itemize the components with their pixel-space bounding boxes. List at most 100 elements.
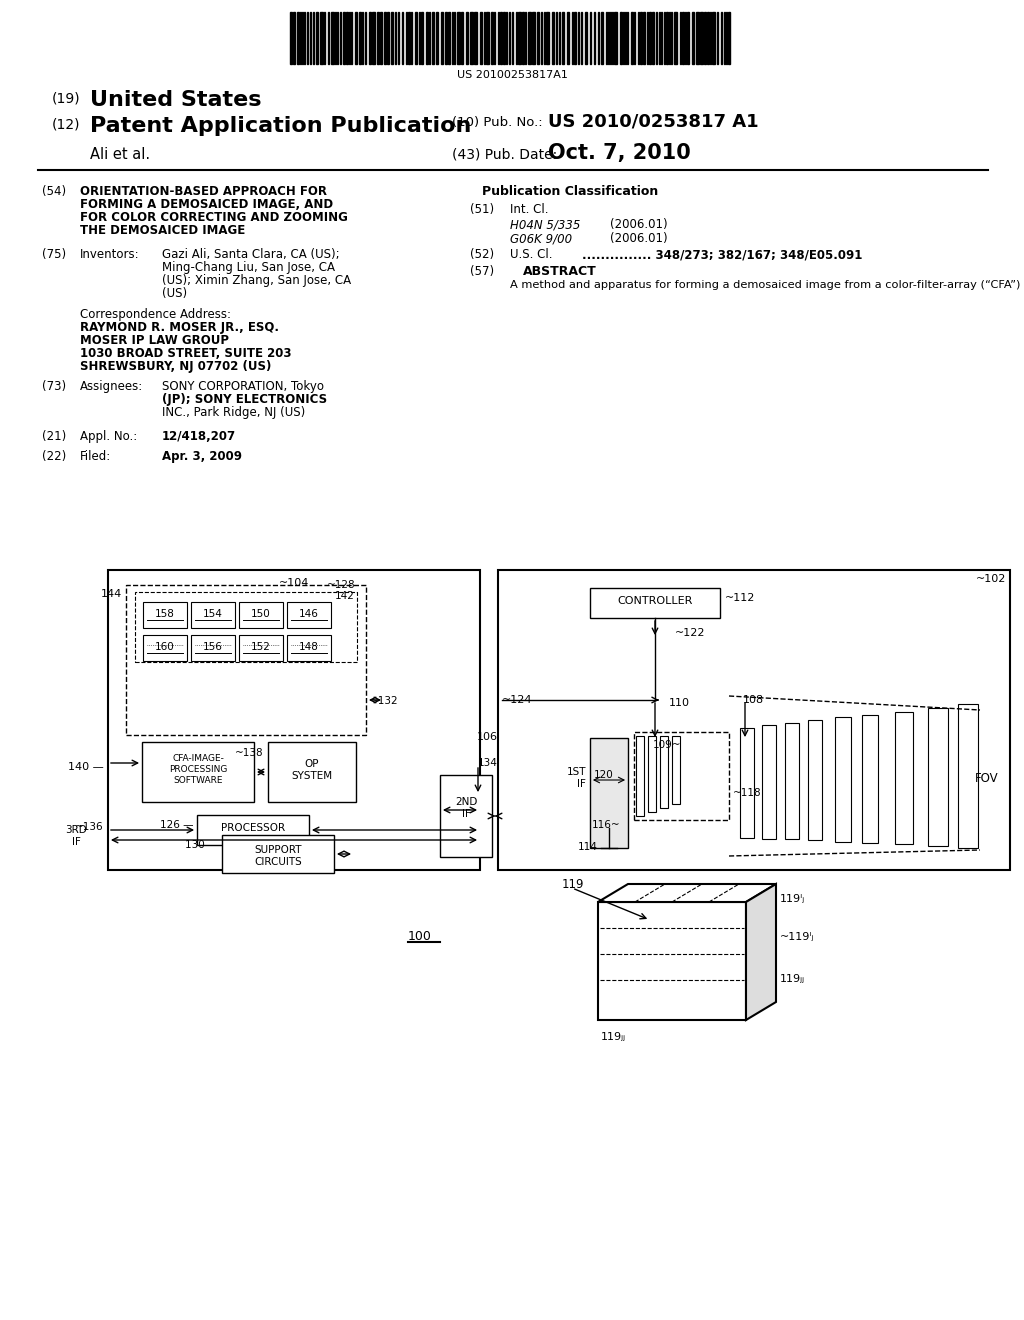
Text: ~138: ~138	[236, 748, 264, 758]
Text: Gazi Ali, Santa Clara, CA (US);: Gazi Ali, Santa Clara, CA (US);	[162, 248, 340, 261]
Text: MOSER IP LAW GROUP: MOSER IP LAW GROUP	[80, 334, 229, 347]
Text: (75): (75)	[42, 248, 67, 261]
Bar	[222, 836, 334, 873]
Text: Filed:: Filed:	[80, 450, 112, 463]
Bar	[343, 12, 345, 63]
Bar	[426, 12, 428, 63]
Bar	[585, 12, 587, 63]
Bar	[590, 738, 628, 847]
Text: US 2010/0253817 A1: US 2010/0253817 A1	[548, 114, 759, 131]
Bar	[486, 12, 489, 63]
Text: United States: United States	[90, 90, 261, 110]
Text: ~112: ~112	[725, 593, 756, 603]
Text: Ali et al.: Ali et al.	[90, 147, 151, 162]
Text: 1ST
IF: 1ST IF	[566, 767, 586, 789]
Text: (12): (12)	[52, 117, 81, 132]
Bar	[620, 12, 622, 63]
Text: 119ⱼⱼ: 119ⱼⱼ	[780, 974, 805, 983]
Bar	[387, 12, 389, 63]
Text: 158: 158	[155, 609, 175, 619]
Bar	[142, 742, 254, 803]
Text: (73): (73)	[42, 380, 67, 393]
Text: SONY CORPORATION, Tokyo: SONY CORPORATION, Tokyo	[162, 380, 324, 393]
Bar	[408, 12, 410, 63]
Bar	[268, 742, 356, 803]
Bar	[590, 587, 720, 618]
Text: (JP); SONY ELECTRONICS: (JP); SONY ELECTRONICS	[162, 393, 327, 407]
Text: (54): (54)	[42, 185, 67, 198]
Text: ~132: ~132	[370, 696, 398, 706]
Text: CFA-IMAGE-
PROCESSING
SOFTWARE: CFA-IMAGE- PROCESSING SOFTWARE	[169, 754, 227, 785]
Text: ORIENTATION-BASED APPROACH FOR: ORIENTATION-BASED APPROACH FOR	[80, 185, 327, 198]
Bar	[384, 12, 386, 63]
Text: FORMING A DEMOSAICED IMAGE, AND: FORMING A DEMOSAICED IMAGE, AND	[80, 198, 333, 211]
Bar	[728, 12, 730, 63]
Text: 126 —: 126 —	[160, 820, 193, 830]
Text: Patent Application Publication: Patent Application Publication	[90, 116, 471, 136]
Text: (US); Ximin Zhang, San Jose, CA: (US); Ximin Zhang, San Jose, CA	[162, 275, 351, 286]
Bar	[346, 12, 348, 63]
Text: Appl. No.:: Appl. No.:	[80, 430, 137, 444]
Bar	[490, 12, 493, 63]
Text: CONTROLLER: CONTROLLER	[617, 597, 692, 606]
Bar	[191, 635, 234, 661]
Bar	[636, 737, 644, 816]
Text: ~118: ~118	[733, 788, 762, 799]
Text: 119ᴵⱼ: 119ᴵⱼ	[780, 894, 805, 904]
Text: 106: 106	[477, 733, 498, 742]
Text: 100: 100	[408, 931, 432, 942]
Bar	[287, 602, 331, 628]
Text: Inventors:: Inventors:	[80, 248, 139, 261]
Text: US 20100253817A1: US 20100253817A1	[457, 70, 567, 81]
Bar	[614, 12, 617, 63]
Bar	[331, 12, 334, 63]
Bar	[287, 635, 331, 661]
Bar	[377, 12, 379, 63]
Polygon shape	[746, 884, 776, 1020]
Bar	[660, 737, 668, 808]
Bar	[648, 737, 656, 812]
Text: (US): (US)	[162, 286, 187, 300]
Bar	[359, 12, 361, 63]
Text: Int. Cl.: Int. Cl.	[510, 203, 549, 216]
Text: (22): (22)	[42, 450, 67, 463]
Bar	[372, 12, 375, 63]
Bar	[567, 12, 569, 63]
Text: 140 —: 140 —	[69, 762, 104, 772]
Text: 144: 144	[100, 589, 122, 599]
Text: OP
SYSTEM: OP SYSTEM	[292, 759, 333, 781]
Bar	[355, 12, 357, 63]
Bar	[687, 12, 689, 63]
Text: 109~: 109~	[652, 741, 681, 750]
Bar	[928, 708, 948, 846]
Bar	[498, 570, 1010, 870]
Bar	[762, 725, 776, 840]
Text: Assignees:: Assignees:	[80, 380, 143, 393]
Bar	[239, 635, 283, 661]
Bar	[191, 602, 234, 628]
Bar	[518, 12, 521, 63]
Text: 119: 119	[562, 878, 585, 891]
Bar	[290, 12, 292, 63]
Text: RAYMOND R. MOSER JR., ESQ.: RAYMOND R. MOSER JR., ESQ.	[80, 321, 279, 334]
Bar	[808, 719, 822, 840]
Bar	[643, 12, 645, 63]
Text: (57): (57)	[470, 265, 495, 279]
Text: (43) Pub. Date:: (43) Pub. Date:	[452, 147, 557, 161]
Bar	[895, 711, 913, 843]
Bar	[440, 775, 492, 857]
Bar	[705, 12, 706, 63]
Text: 3RD
IF: 3RD IF	[66, 825, 87, 847]
Bar	[457, 12, 460, 63]
Bar	[862, 715, 878, 843]
Bar	[522, 12, 524, 63]
Text: 134: 134	[478, 758, 498, 768]
Bar	[503, 12, 505, 63]
Bar	[666, 12, 668, 63]
Bar	[197, 814, 309, 845]
Bar	[537, 12, 539, 63]
Text: 114: 114	[578, 842, 598, 851]
Text: ~124: ~124	[502, 696, 532, 705]
Bar	[391, 12, 393, 63]
Bar	[692, 12, 694, 63]
